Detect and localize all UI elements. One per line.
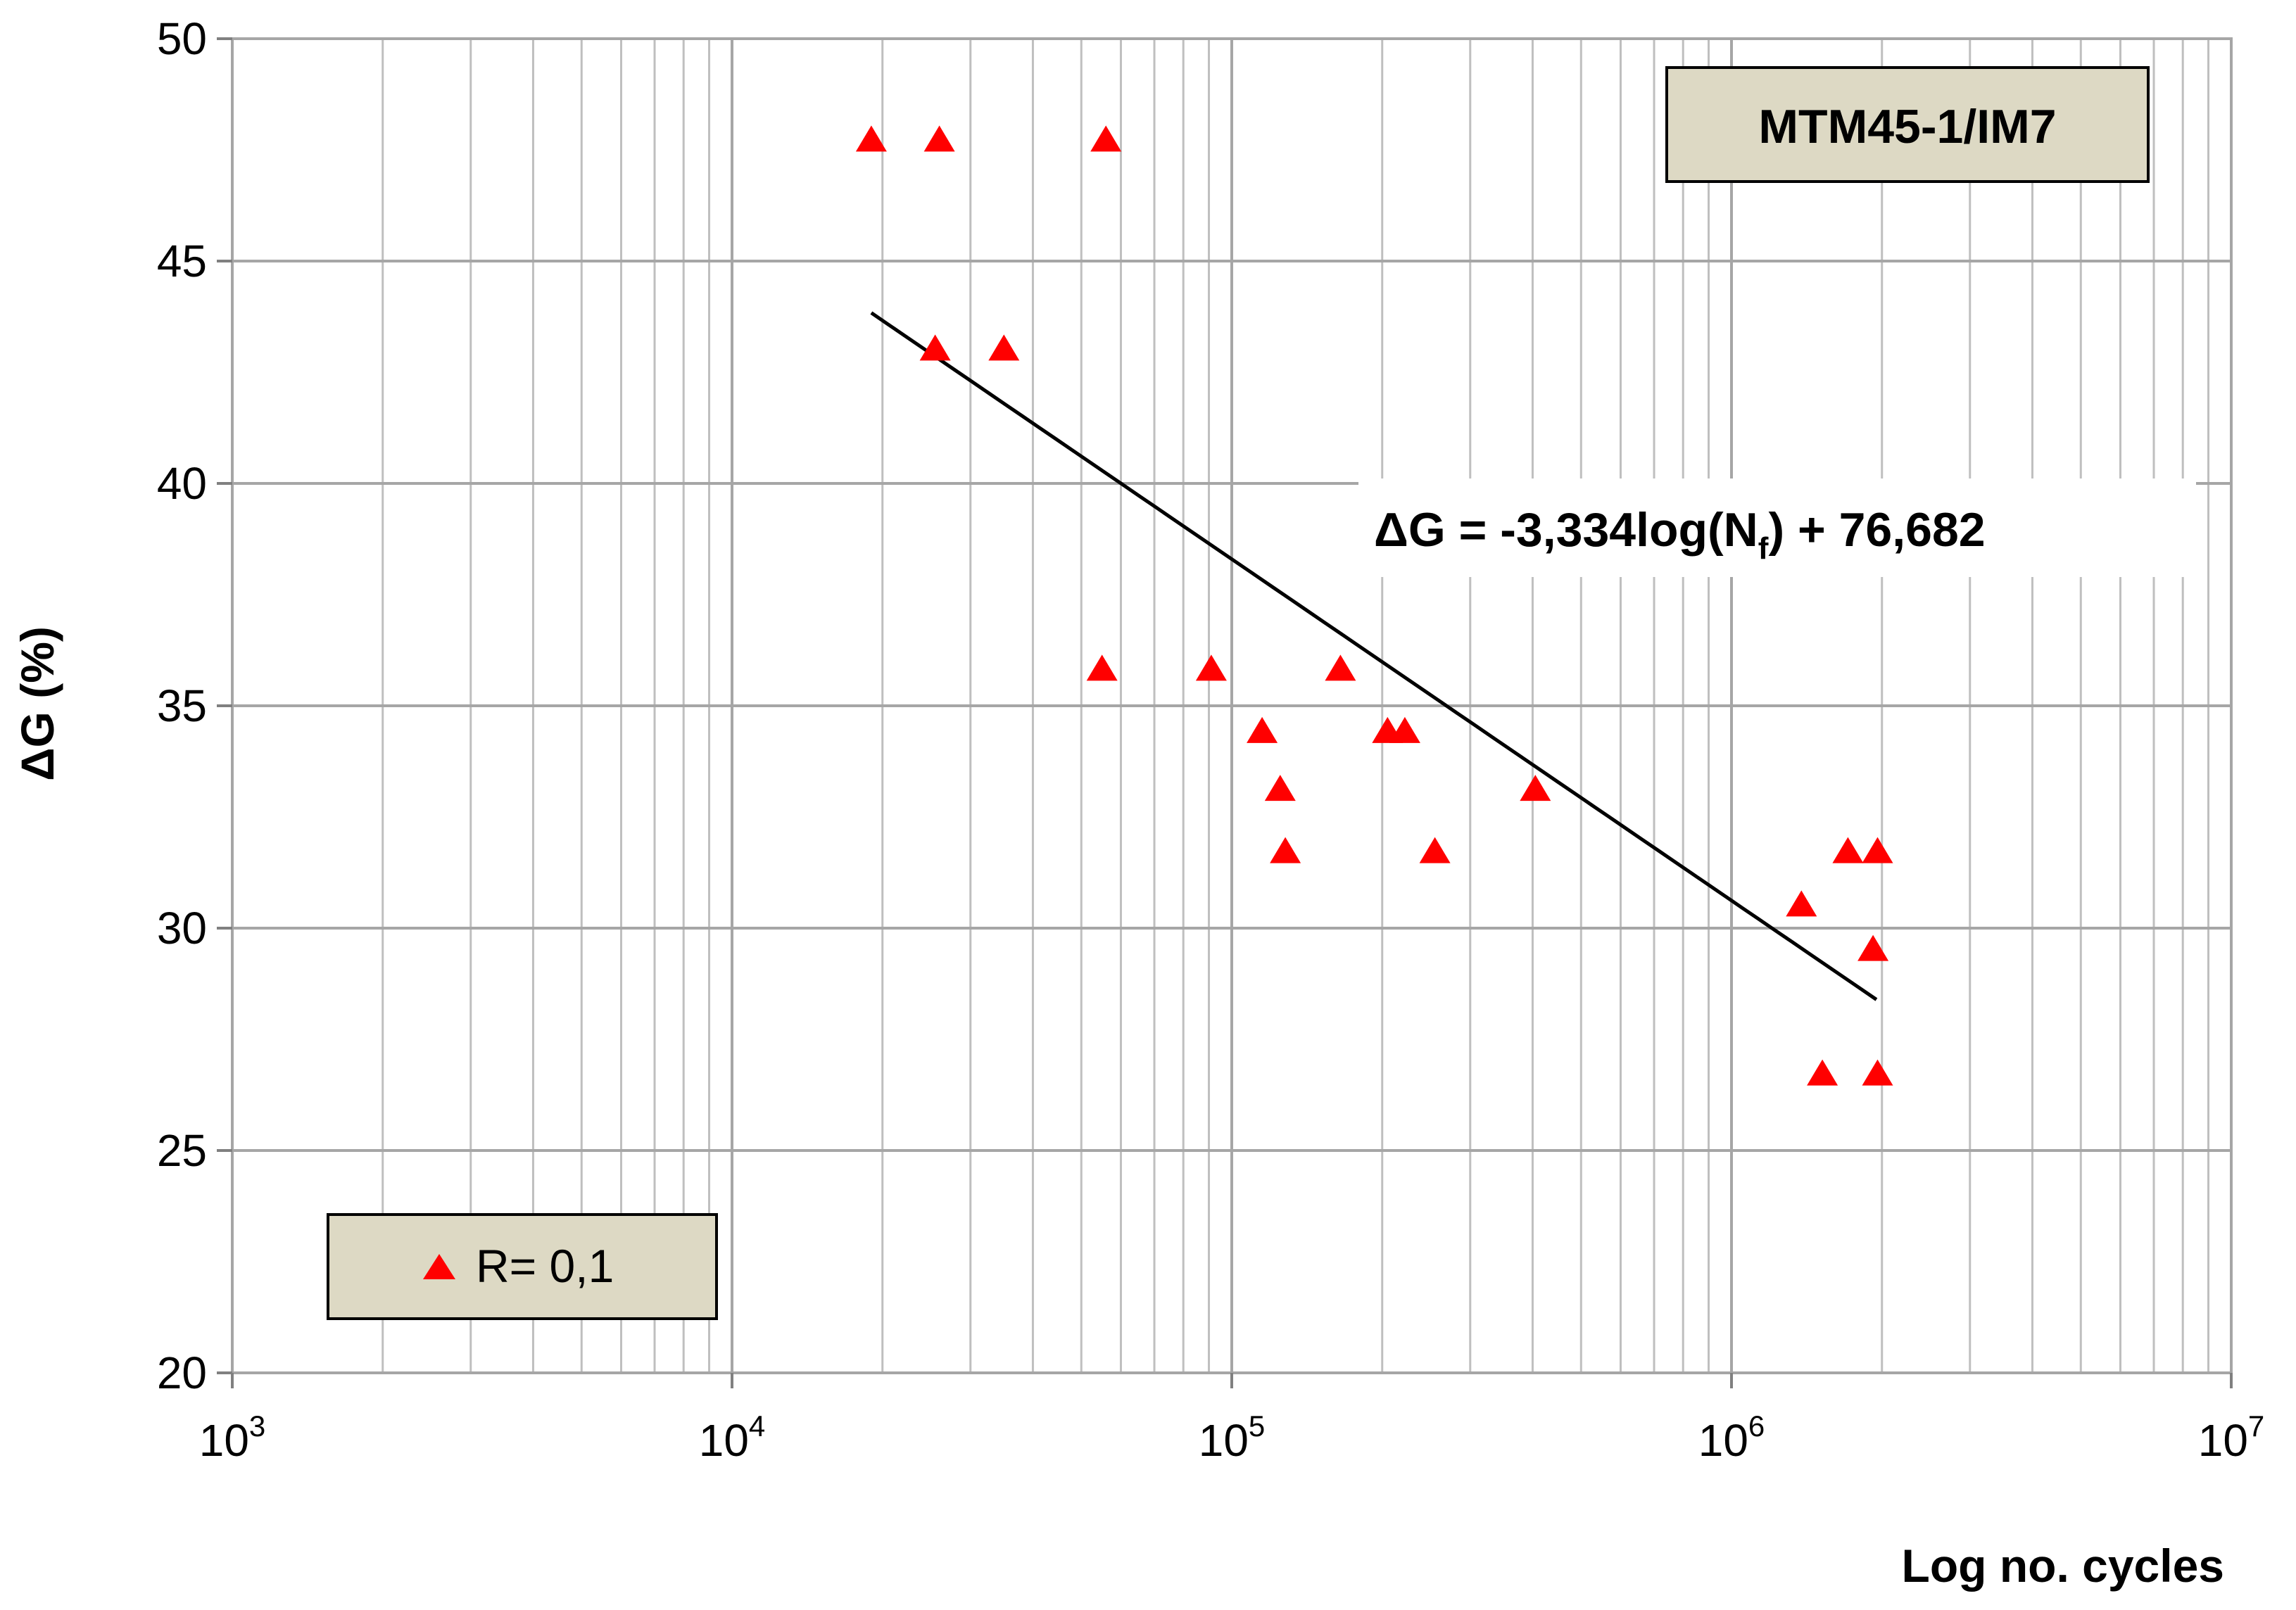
data-point (1195, 654, 1227, 681)
legend-marker-triangle (423, 1254, 455, 1279)
data-point (1325, 654, 1356, 681)
y-tick-label: 35 (157, 680, 207, 731)
x-tick-exponent: 7 (2248, 1409, 2264, 1443)
grid-lines (231, 37, 2233, 1374)
data-point (1247, 716, 1278, 743)
annotation-box-bg (1665, 66, 2150, 183)
x-tick-base: 10 (2198, 1415, 2248, 1466)
x-tick-exponent: 3 (249, 1409, 265, 1443)
x-tick-label: 105 (1199, 1409, 1266, 1466)
data-point (1832, 837, 1864, 863)
data-point (1786, 890, 1817, 917)
data-points (855, 125, 1893, 1086)
y-tick-label: 40 (157, 458, 207, 509)
x-tick-exponent: 4 (749, 1409, 765, 1443)
y-axis-ticks: 20 25 30 35 40 45 50 (157, 13, 232, 1398)
data-point (1086, 654, 1118, 681)
x-tick-label: 106 (1698, 1409, 1765, 1466)
trendline-group (870, 311, 1878, 1001)
y-tick-label: 20 (157, 1348, 207, 1398)
trendline (870, 311, 1878, 1001)
equation-prefix: ΔG = -3,334log(N (1374, 503, 1758, 557)
data-point (1807, 1059, 1838, 1086)
y-tick-label: 45 (157, 236, 207, 286)
x-tick-base: 10 (1698, 1415, 1748, 1466)
data-point (1862, 837, 1893, 863)
data-point (923, 125, 955, 152)
annotation-box: MTM45-1/IM7 (1665, 66, 2150, 183)
equation-suffix: ) + 76,682 (1768, 503, 1985, 557)
x-tick-label: 104 (699, 1409, 766, 1466)
x-tick-base: 10 (699, 1415, 749, 1466)
data-point (1270, 837, 1301, 863)
data-point (1419, 837, 1451, 863)
y-tick-label: 30 (157, 903, 207, 953)
equation-subscript: f (1758, 531, 1769, 566)
data-point (855, 125, 887, 152)
x-tick-base: 10 (1199, 1415, 1249, 1466)
x-tick-label: 103 (199, 1409, 266, 1466)
data-point (1389, 716, 1420, 743)
x-tick-exponent: 6 (1748, 1409, 1765, 1443)
chart-title: MTM45-1/IM7 (1758, 100, 2056, 153)
equation-label: ΔG = -3,334log(Nf) + 76,682 (1358, 478, 2196, 577)
x-tick-label: 107 (2198, 1409, 2265, 1466)
legend-box (327, 1213, 718, 1320)
legend: R= 0,1 (327, 1213, 718, 1320)
x-tick-exponent: 5 (1249, 1409, 1265, 1443)
data-point (919, 334, 951, 361)
y-axis-title: ΔG (%) (11, 626, 63, 781)
data-point (988, 334, 1020, 361)
legend-label: R= 0,1 (476, 1240, 614, 1292)
trendline-equation: ΔG = -3,334log(Nf) + 76,682 (1374, 503, 1986, 566)
data-point (1520, 775, 1551, 801)
x-axis-title: Log no. cycles (1902, 1540, 2224, 1592)
data-point (1090, 125, 1122, 152)
data-point (1857, 934, 1889, 961)
data-point (1264, 775, 1296, 801)
x-tick-base: 10 (199, 1415, 249, 1466)
y-tick-label: 25 (157, 1125, 207, 1176)
data-point (1862, 1059, 1893, 1086)
equation-bg (1358, 478, 2196, 577)
y-tick-label: 50 (157, 13, 207, 64)
x-axis-ticks: 103 104 105 106 107 (199, 1373, 2265, 1466)
